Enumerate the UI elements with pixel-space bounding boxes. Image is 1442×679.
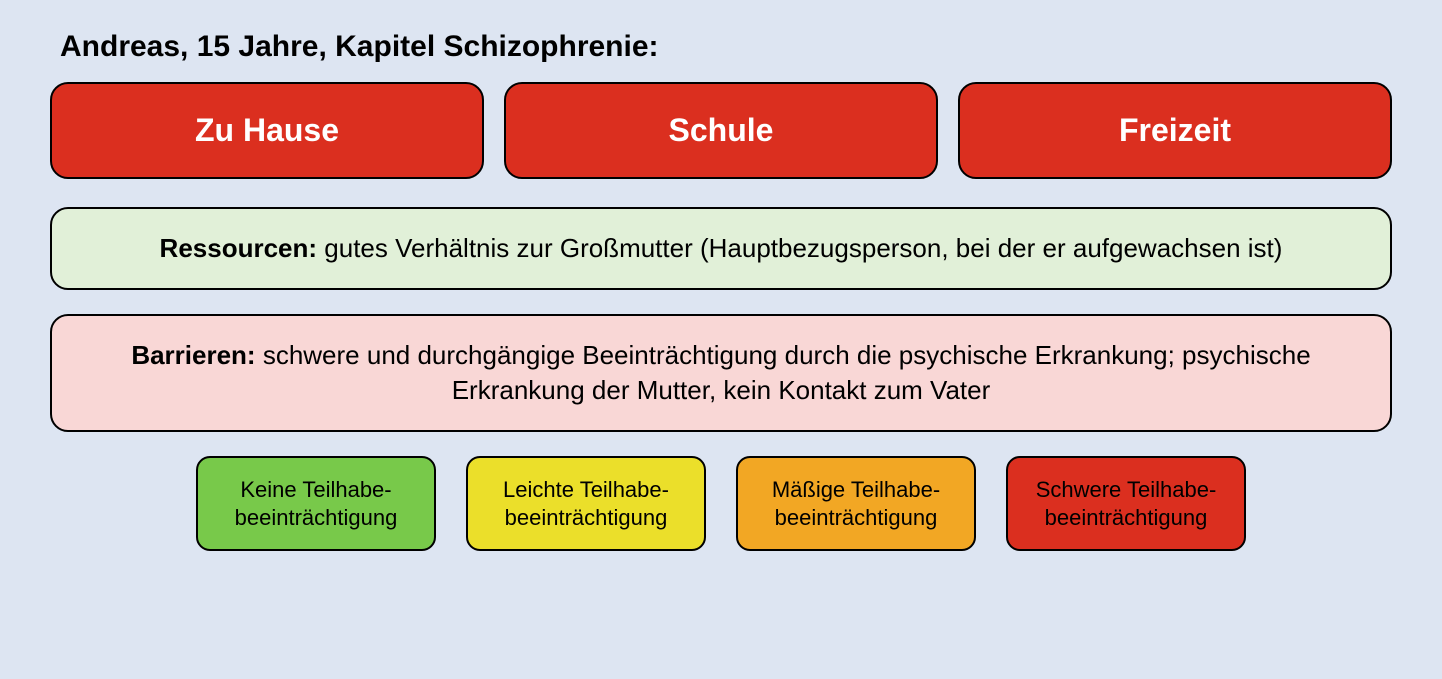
legend-none-line2: beeinträchtigung <box>235 505 398 530</box>
legend-none-line1: Keine Teilhabe- <box>240 477 391 502</box>
context-box-leisure: Freizeit <box>958 82 1392 179</box>
context-box-school: Schule <box>504 82 938 179</box>
contexts-row: Zu Hause Schule Freizeit <box>50 82 1392 179</box>
legend-severe-line2: beeinträchtigung <box>1045 505 1208 530</box>
legend-none: Keine Teilhabe- beeinträchtigung <box>196 456 436 551</box>
barriers-text: schwere und durchgängige Beeinträchtigun… <box>256 340 1311 405</box>
resources-label: Ressourcen: <box>160 233 318 263</box>
legend-moderate: Mäßige Teilhabe- beeinträchtigung <box>736 456 976 551</box>
legend-severe-line1: Schwere Teilhabe- <box>1036 477 1217 502</box>
legend-severe: Schwere Teilhabe- beeinträchtigung <box>1006 456 1246 551</box>
legend-light-line2: beeinträchtigung <box>505 505 668 530</box>
legend-moderate-line2: beeinträchtigung <box>775 505 938 530</box>
resources-text: gutes Verhältnis zur Großmutter (Hauptbe… <box>317 233 1282 263</box>
barriers-box: Barrieren: schwere und durchgängige Beei… <box>50 314 1392 432</box>
legend-light: Leichte Teilhabe- beeinträchtigung <box>466 456 706 551</box>
legend-row: Keine Teilhabe- beeinträchtigung Leichte… <box>50 456 1392 551</box>
diagram-title: Andreas, 15 Jahre, Kapitel Schizophrenie… <box>60 30 1392 64</box>
legend-moderate-line1: Mäßige Teilhabe- <box>772 477 940 502</box>
barriers-label: Barrieren: <box>131 340 255 370</box>
context-box-home: Zu Hause <box>50 82 484 179</box>
legend-light-line1: Leichte Teilhabe- <box>503 477 669 502</box>
resources-box: Ressourcen: gutes Verhältnis zur Großmut… <box>50 207 1392 290</box>
